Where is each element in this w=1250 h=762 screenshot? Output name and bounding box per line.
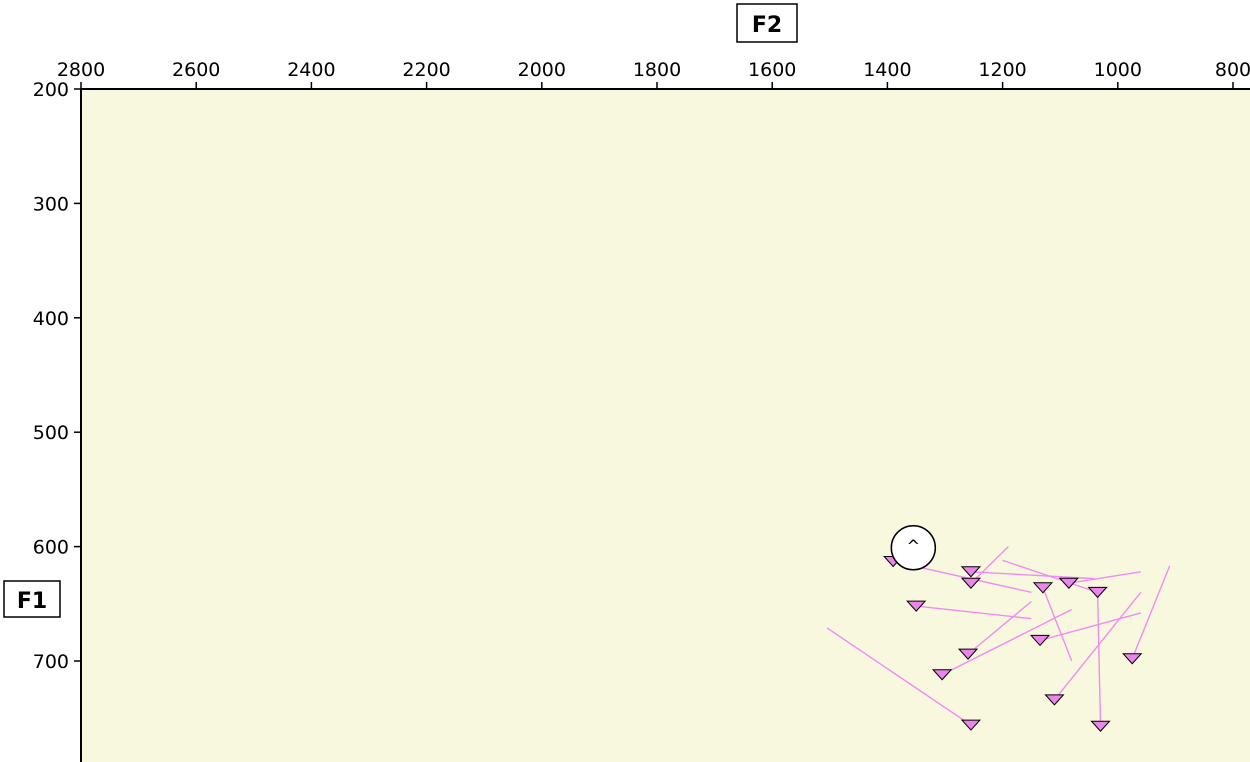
y-tick-label: 600 xyxy=(33,537,69,559)
x-tick-label: 2000 xyxy=(518,59,566,81)
trajectory-lines xyxy=(826,546,1171,727)
y-tick-label: 300 xyxy=(33,193,69,215)
trajectory-line xyxy=(967,600,1032,655)
x-tick-label: 1600 xyxy=(748,59,796,81)
y-axis-title: F1 xyxy=(17,589,47,614)
x-tick-label: 1800 xyxy=(633,59,681,81)
trajectory-line xyxy=(1042,587,1073,662)
x-tick-label: 2800 xyxy=(57,59,105,81)
x-tick-label: 2400 xyxy=(287,59,335,81)
circle-marker-symbol: ^ xyxy=(907,537,920,556)
y-tick-label: 500 xyxy=(33,422,69,444)
x-axis-title: F2 xyxy=(752,13,782,38)
data-point xyxy=(960,566,982,578)
data-point xyxy=(1090,720,1111,732)
data-point xyxy=(960,577,982,589)
data-point xyxy=(906,600,927,612)
x-tick-label: 1000 xyxy=(1094,59,1142,81)
data-markers xyxy=(883,555,1143,732)
data-point xyxy=(1044,694,1065,706)
data-point xyxy=(1032,582,1054,594)
trajectory-line xyxy=(826,627,972,726)
x-tick-label: 2200 xyxy=(402,59,450,81)
trajectory-line xyxy=(1131,565,1171,659)
data-point xyxy=(1058,577,1079,589)
circle-marker xyxy=(890,524,937,571)
data-point xyxy=(1029,634,1051,647)
annotation-layer: ^ xyxy=(890,524,937,571)
x-tick-label: 2600 xyxy=(172,59,220,81)
x-axis-ticks: 2800 2600 2400 2200 2000 1800 1600 1400 1200 1000… xyxy=(57,59,1250,89)
y-axis-title-box: F1 xyxy=(3,580,61,618)
x-tick-label: 1400 xyxy=(863,59,911,81)
trajectory-line xyxy=(970,546,1009,584)
y-axis-ticks: 200 300 400 500 600 700 xyxy=(33,79,81,673)
data-point xyxy=(960,719,982,731)
data-point xyxy=(957,648,979,660)
trajectory-line xyxy=(1039,612,1142,642)
plot-area xyxy=(81,89,1250,762)
x-tick-label: 800 xyxy=(1215,59,1250,81)
y-tick-label: 200 xyxy=(33,79,69,101)
trajectory-line xyxy=(1053,591,1142,701)
y-tick-label: 700 xyxy=(33,651,69,673)
trajectory-line xyxy=(1096,595,1102,727)
data-point xyxy=(1122,653,1143,665)
trajectory-line xyxy=(1068,571,1141,584)
x-axis-title-box: F2 xyxy=(736,3,798,43)
trajectory-line xyxy=(970,571,1095,580)
trajectory-line xyxy=(941,608,1073,676)
data-point xyxy=(1087,586,1108,599)
y-tick-label: 400 xyxy=(33,308,69,330)
trajectory-line xyxy=(1002,559,1098,594)
data-point xyxy=(931,669,953,681)
x-tick-label: 1200 xyxy=(978,59,1026,81)
